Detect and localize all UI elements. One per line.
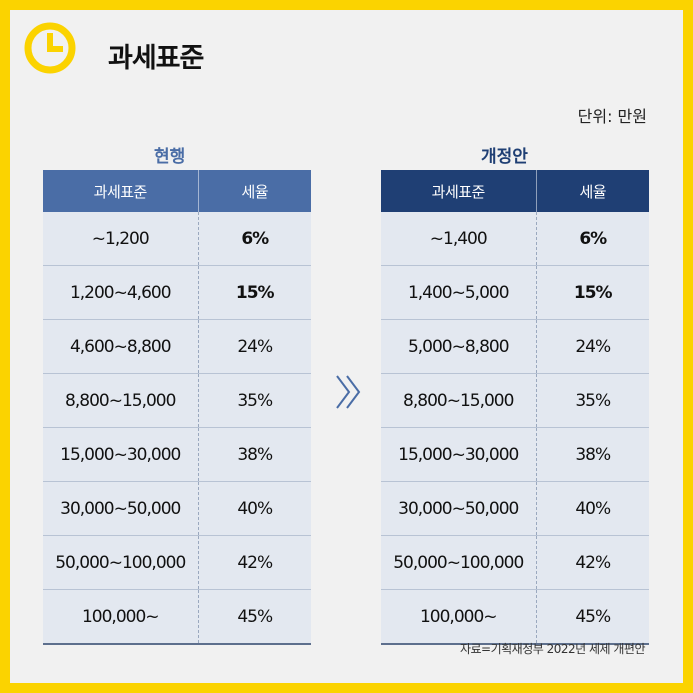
table-row: 15,000~30,000 38% [43, 427, 311, 482]
table-row: ~1,400 6% [381, 212, 649, 266]
rate-cell: 40% [535, 481, 649, 536]
bracket-cell: 1,200~4,600 [43, 265, 198, 320]
bracket-cell: 5,000~8,800 [381, 319, 536, 374]
rate-cell: 24% [197, 319, 311, 374]
rate-cell: 15% [535, 265, 649, 320]
table-row: 100,000~ 45% [43, 589, 311, 645]
current-table: 과세표준 세율 ~1,200 6% 1,200~4,600 15% 4,600~8,… [43, 170, 311, 645]
rate-cell: 45% [197, 589, 311, 645]
bracket-cell: 4,600~8,800 [43, 319, 198, 374]
revised-header-row: 과세표준 세율 [381, 170, 649, 212]
source-note: 자료=기획재정부 2022년 세제 개편안 [459, 642, 646, 656]
rate-cell: 45% [535, 589, 649, 645]
bracket-cell: ~1,200 [43, 212, 198, 266]
table-row: 1,400~5,000 15% [381, 265, 649, 320]
bracket-cell: 15,000~30,000 [381, 427, 536, 482]
rate-cell: 38% [535, 427, 649, 482]
rate-cell: 40% [197, 481, 311, 536]
revised-header-bracket: 과세표준 [381, 170, 536, 212]
unit-note: 단위: 만원 [577, 107, 647, 126]
rate-cell: 38% [197, 427, 311, 482]
rate-cell: 15% [197, 265, 311, 320]
rate-cell: 42% [197, 535, 311, 590]
rate-cell: 35% [535, 373, 649, 428]
current-header-row: 과세표준 세율 [43, 170, 311, 212]
table-row: 5,000~8,800 24% [381, 319, 649, 374]
table-row: 30,000~50,000 40% [381, 481, 649, 536]
table-row: 30,000~50,000 40% [43, 481, 311, 536]
bracket-cell: 15,000~30,000 [43, 427, 198, 482]
bracket-cell: 8,800~15,000 [381, 373, 536, 428]
bracket-cell: 50,000~100,000 [381, 535, 536, 590]
bracket-cell: 50,000~100,000 [43, 535, 198, 590]
bracket-cell: 8,800~15,000 [43, 373, 198, 428]
current-header-bracket: 과세표준 [43, 170, 198, 212]
bracket-cell: ~1,400 [381, 212, 536, 266]
table-row: 15,000~30,000 38% [381, 427, 649, 482]
rate-cell: 6% [197, 212, 311, 266]
double-chevron-right-icon [336, 375, 361, 409]
bracket-cell: 100,000~ [381, 589, 536, 645]
rate-cell: 6% [535, 212, 649, 266]
bracket-cell: 30,000~50,000 [381, 481, 536, 536]
page-title: 과세표준 [108, 43, 204, 74]
table-row: 8,800~15,000 35% [43, 373, 311, 428]
revised-header-rate: 세율 [535, 170, 649, 212]
table-row: 50,000~100,000 42% [43, 535, 311, 590]
table-row: ~1,200 6% [43, 212, 311, 266]
current-caption: 현행 [154, 147, 186, 167]
current-header-rate: 세율 [197, 170, 311, 212]
bracket-cell: 1,400~5,000 [381, 265, 536, 320]
table-row: 50,000~100,000 42% [381, 535, 649, 590]
clock-icon [24, 22, 76, 74]
table-row: 8,800~15,000 35% [381, 373, 649, 428]
table-row: 1,200~4,600 15% [43, 265, 311, 320]
rate-cell: 35% [197, 373, 311, 428]
rate-cell: 42% [535, 535, 649, 590]
bracket-cell: 30,000~50,000 [43, 481, 198, 536]
bracket-cell: 100,000~ [43, 589, 198, 645]
rate-cell: 24% [535, 319, 649, 374]
table-row: 4,600~8,800 24% [43, 319, 311, 374]
revised-caption: 개정안 [481, 147, 528, 167]
table-row: 100,000~ 45% [381, 589, 649, 645]
revised-table: 과세표준 세율 ~1,400 6% 1,400~5,000 15% 5,000~8,… [381, 170, 649, 645]
